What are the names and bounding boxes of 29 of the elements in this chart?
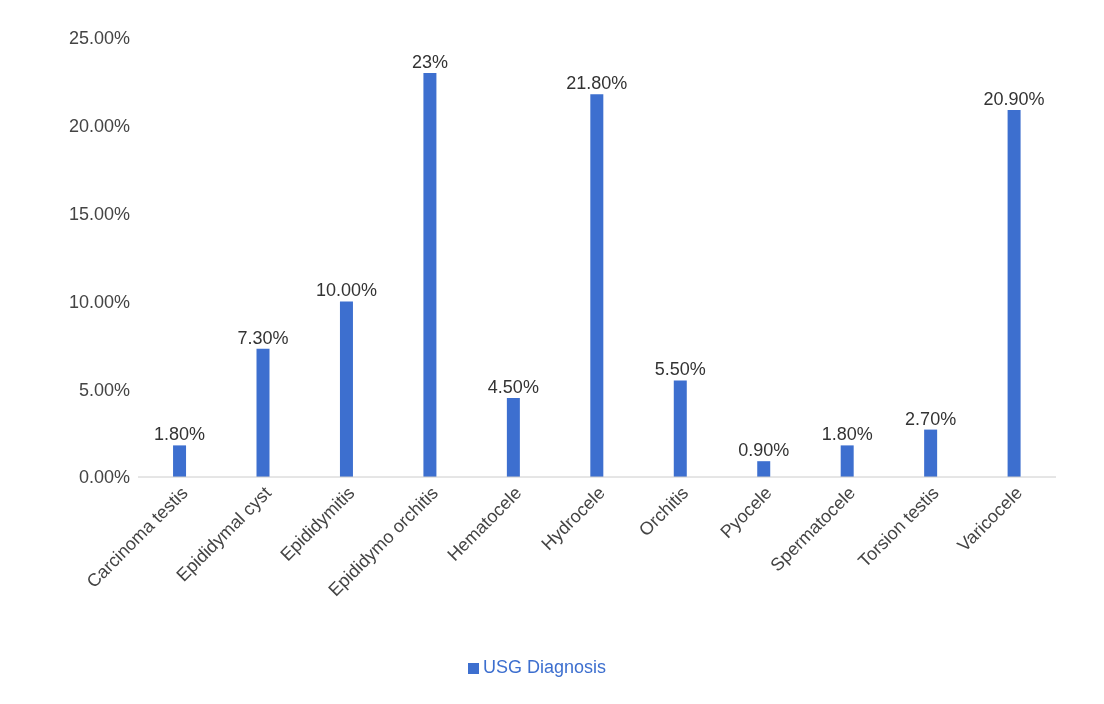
data-label: 0.90% [738, 440, 790, 461]
y-tick-label: 0.00% [78, 467, 130, 488]
y-tick-label: 5.00% [78, 379, 130, 400]
data-label: 4.50% [487, 376, 539, 397]
bar [590, 94, 604, 477]
data-label: 1.80% [154, 424, 206, 445]
bar [339, 301, 353, 477]
data-label: 5.50% [654, 359, 706, 380]
bar [506, 397, 520, 477]
data-label: 7.30% [237, 327, 289, 348]
bar [423, 73, 437, 477]
bar [673, 380, 687, 477]
legend-label: USG Diagnosis [482, 657, 607, 677]
bar [1007, 110, 1021, 477]
y-tick-label: 25.00% [68, 28, 130, 49]
bar [256, 348, 270, 477]
bar [173, 445, 187, 477]
data-label: 21.80% [566, 73, 628, 94]
data-label: 23% [411, 52, 448, 73]
data-label: 1.80% [821, 424, 873, 445]
bar [840, 445, 854, 477]
y-tick-label: 20.00% [68, 116, 130, 137]
bar [757, 461, 771, 477]
data-label: 10.00% [315, 280, 377, 301]
data-label: 20.90% [983, 89, 1045, 109]
y-tick-label: 15.00% [68, 203, 130, 224]
data-label: 2.70% [905, 408, 957, 429]
y-tick-label: 10.00% [68, 291, 130, 312]
bar [924, 429, 938, 477]
